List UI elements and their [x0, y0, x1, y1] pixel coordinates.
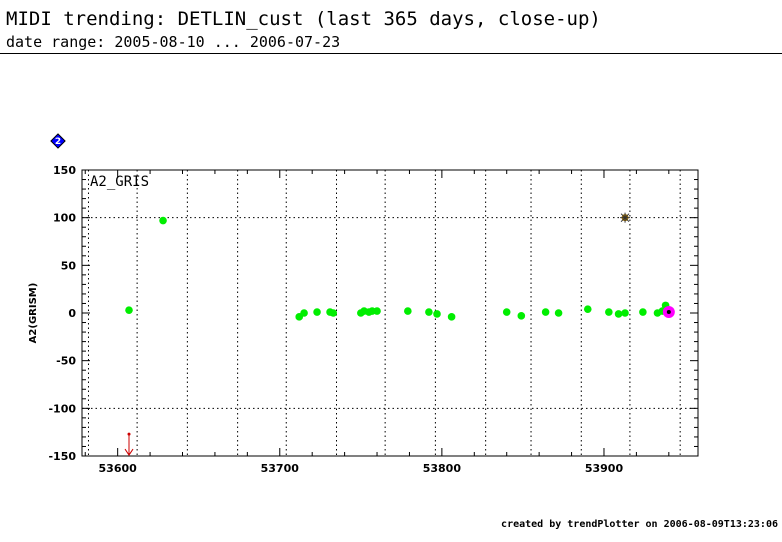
highlight-marker [662, 306, 675, 319]
y-tick-label: 50 [61, 259, 77, 272]
page-title: MIDI trending: DETLIN_cust (last 365 day… [6, 8, 601, 30]
data-point [621, 309, 629, 317]
footer-credit: created by trendPlotter on 2006-08-09T13… [501, 519, 778, 530]
star-marker-stroke [620, 213, 630, 223]
outlier-arrow-icon [124, 432, 134, 456]
x-tick-label: 53600 [99, 462, 138, 475]
data-point [425, 308, 433, 316]
axis-ticks [82, 169, 698, 457]
header-divider [0, 53, 782, 54]
data-point [373, 307, 381, 315]
y-tick-label: 100 [53, 212, 76, 225]
x-tick-label: 53700 [261, 462, 300, 475]
tick-labels: 53600 53700 53800 53900 150 100 50 0 -50 -100 -150 [48, 164, 623, 475]
data-point [313, 308, 321, 316]
data-point [447, 313, 456, 321]
panel-label: A2_GRIS [90, 174, 149, 190]
panel-badge-number: 2 [55, 137, 61, 147]
data-point [125, 306, 133, 314]
data-point [404, 307, 412, 315]
star-marker [620, 212, 631, 223]
data-point [605, 308, 613, 316]
y-axis-label: A2(GRISM) [28, 283, 39, 344]
data-point [517, 312, 526, 320]
grid-lines [82, 170, 698, 456]
data-point [502, 308, 511, 316]
y-tick-label: -150 [48, 450, 76, 463]
highlight-marker-center [666, 310, 671, 315]
outlier-arrow-head [124, 448, 134, 456]
x-tick-label: 53900 [585, 462, 624, 475]
data-point [329, 309, 338, 317]
y-tick-label: -50 [56, 355, 76, 368]
data-point [300, 309, 308, 317]
data-point [554, 309, 563, 317]
data-point [614, 310, 623, 318]
data-point [639, 308, 647, 316]
data-point [583, 305, 592, 313]
y-tick-label: 0 [68, 307, 76, 320]
data-points [124, 212, 675, 456]
data-point [541, 308, 550, 316]
panel-badge-icon: 2 [50, 133, 66, 149]
y-tick-label: -100 [48, 402, 76, 415]
y-tick-label: 150 [53, 164, 76, 177]
date-range-subtitle: date range: 2005-08-10 ... 2006-07-23 [6, 33, 341, 51]
data-point [433, 310, 441, 318]
x-tick-label: 53800 [423, 462, 462, 475]
data-point [159, 216, 167, 225]
